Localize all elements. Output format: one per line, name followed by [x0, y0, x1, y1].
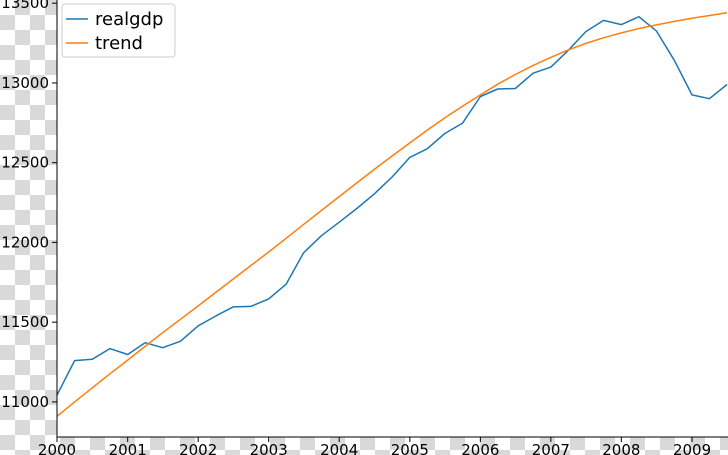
x-axis: 2000 2001 2002 2003 2004 2005 2006 2007 2008 2009 — [38, 437, 711, 455]
series-line-realgdp — [56, 15, 728, 396]
x-tick-label: 2005 — [391, 441, 429, 455]
legend-box — [61, 3, 176, 58]
plot-area — [57, 0, 728, 437]
series-line-trend — [56, 12, 728, 417]
x-tick-label: 2008 — [602, 441, 640, 455]
legend-label-realgdp: realgdp — [95, 9, 163, 30]
series-lines — [56, 12, 728, 417]
x-tick-label: 2004 — [320, 441, 358, 455]
x-tick-label: 2000 — [38, 441, 76, 455]
y-tick-label: 12000 — [1, 233, 49, 251]
legend: realgdp trend — [61, 3, 176, 58]
legend-label-trend: trend — [95, 33, 143, 54]
y-tick-label: 11500 — [1, 313, 49, 331]
y-tick-label: 13000 — [1, 74, 49, 92]
x-tick-label: 2002 — [179, 441, 217, 455]
x-tick-label: 2001 — [109, 441, 147, 455]
x-tick-label: 2006 — [461, 441, 499, 455]
y-axis: 11000 11500 12000 12500 13000 13500 — [1, 0, 57, 411]
y-tick-label: 12500 — [1, 154, 49, 172]
y-tick-label: 13500 — [1, 0, 49, 12]
y-tick-label: 11000 — [1, 393, 49, 411]
x-tick-label: 2003 — [250, 441, 288, 455]
x-tick-label: 2007 — [532, 441, 570, 455]
x-tick-label: 2009 — [673, 441, 711, 455]
